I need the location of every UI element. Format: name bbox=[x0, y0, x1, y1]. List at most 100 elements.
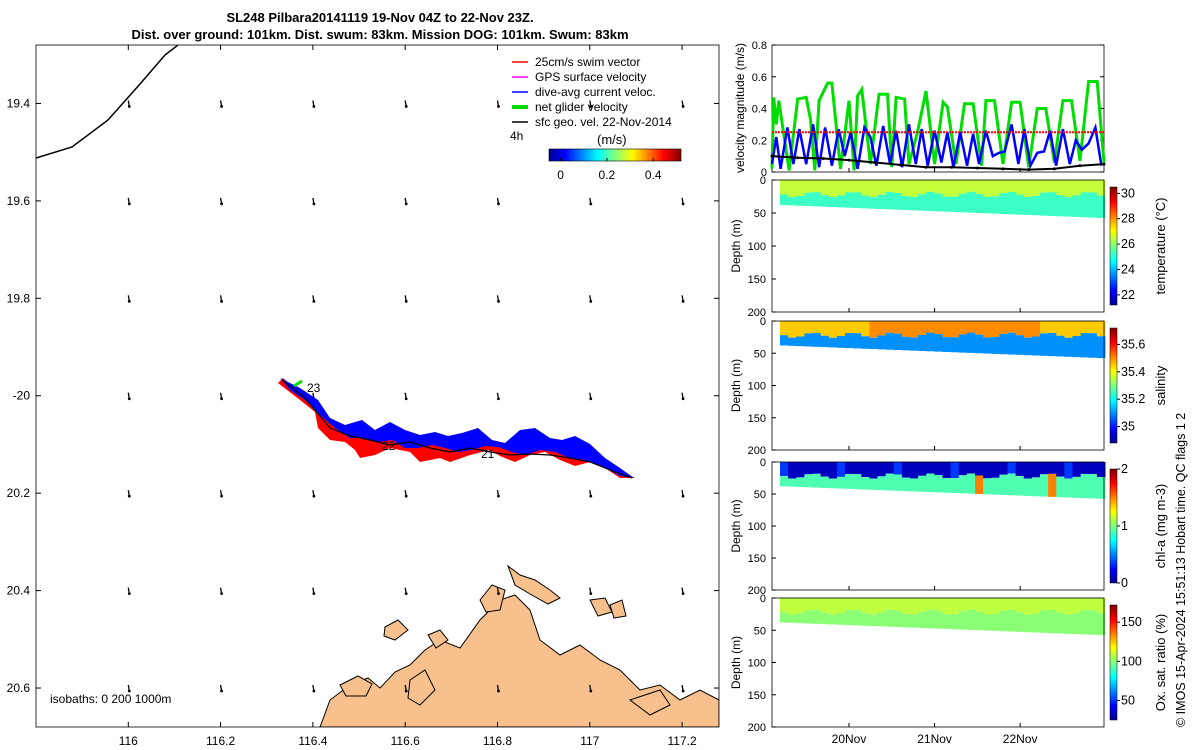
section-cell bbox=[893, 462, 903, 475]
section-cell bbox=[853, 321, 862, 334]
section-cell bbox=[958, 180, 968, 194]
section-cell bbox=[1056, 180, 1065, 196]
section-cell bbox=[991, 477, 1000, 495]
section-cell bbox=[828, 337, 838, 348]
section-cell bbox=[780, 612, 789, 623]
section-cell bbox=[983, 462, 992, 479]
cbar-tick-label: 0.4 bbox=[645, 168, 662, 182]
section-cell bbox=[861, 195, 870, 209]
section-cell bbox=[820, 462, 830, 477]
section-cell bbox=[999, 333, 1008, 355]
section-cell bbox=[1023, 180, 1033, 198]
section-cell bbox=[999, 180, 1008, 194]
section-cell bbox=[780, 194, 789, 206]
section-cell bbox=[934, 462, 943, 476]
section-cell bbox=[796, 180, 805, 196]
section-ytick-label: 0 bbox=[760, 593, 766, 605]
vel-ytick-label: 0.8 bbox=[752, 40, 767, 52]
section-cell bbox=[1015, 180, 1025, 195]
map-ytick-label: 20.4 bbox=[7, 584, 31, 598]
section-cell bbox=[1072, 476, 1082, 498]
section-cell bbox=[1064, 462, 1073, 479]
section-cell bbox=[1080, 598, 1090, 611]
section-cell bbox=[869, 180, 878, 198]
section-cell bbox=[1096, 180, 1106, 196]
section-cell bbox=[836, 180, 846, 196]
section-cell bbox=[780, 335, 789, 346]
section-cell bbox=[1080, 473, 1090, 499]
geo-arrow-head bbox=[127, 494, 131, 498]
section-cell bbox=[1015, 194, 1025, 215]
section-cell bbox=[885, 609, 895, 627]
section-cbar-tick-label: 35.4 bbox=[1121, 365, 1145, 379]
geo-vel-point bbox=[1078, 164, 1082, 168]
geo-arrow-head bbox=[312, 592, 316, 595]
section-ylabel: Depth (m) bbox=[729, 499, 743, 552]
geo-arrow-head bbox=[220, 105, 223, 108]
section-cell bbox=[942, 462, 952, 479]
geo-arrow-head bbox=[312, 202, 316, 206]
section-cell bbox=[1064, 598, 1073, 615]
section-ytick-label: 200 bbox=[748, 722, 766, 734]
section-cell bbox=[975, 334, 984, 354]
section-cell bbox=[1080, 333, 1090, 358]
section-cell bbox=[1040, 474, 1049, 497]
section-cell bbox=[983, 337, 992, 354]
section-cell bbox=[788, 180, 797, 198]
geo-arrow-head bbox=[127, 689, 131, 693]
section-cell bbox=[1015, 612, 1025, 632]
section-cell bbox=[885, 473, 895, 491]
section-cbar-label: Ox. sat. ratio (%) bbox=[1153, 614, 1168, 712]
section-cell bbox=[869, 478, 878, 490]
section-cell bbox=[1023, 321, 1033, 338]
section-cell bbox=[836, 613, 846, 625]
geo-arrow-head bbox=[681, 689, 685, 693]
section-cell bbox=[845, 473, 854, 489]
section-cell bbox=[788, 321, 797, 338]
section-cell bbox=[893, 192, 903, 210]
section-cbar-tick-label: 35.2 bbox=[1121, 392, 1145, 406]
section-cell bbox=[901, 321, 911, 337]
section-cell bbox=[910, 321, 919, 338]
geo-arrow-head bbox=[127, 397, 131, 401]
geo-vel-point bbox=[847, 158, 851, 162]
section-cell bbox=[910, 478, 919, 492]
geo-arrow-head bbox=[589, 592, 593, 595]
section-cell bbox=[991, 613, 1000, 631]
section-cell bbox=[1015, 335, 1025, 355]
section-cell bbox=[1023, 337, 1033, 356]
section-cell bbox=[1072, 321, 1082, 337]
section-cell bbox=[910, 337, 919, 351]
section-cell bbox=[1096, 613, 1106, 636]
section-cell bbox=[845, 333, 854, 349]
geo-arrow-head bbox=[497, 397, 500, 401]
section-cell bbox=[788, 197, 797, 206]
section-cell bbox=[991, 180, 1000, 197]
section-cbar-tick-label: 26 bbox=[1121, 237, 1135, 251]
section-cell bbox=[1096, 195, 1106, 218]
section-cell bbox=[966, 598, 976, 610]
section-cell bbox=[812, 180, 822, 193]
section-cell bbox=[999, 474, 1008, 495]
section-cell bbox=[999, 193, 1008, 214]
section-cell bbox=[853, 610, 862, 626]
section-cell bbox=[901, 336, 911, 351]
section-cell bbox=[901, 196, 911, 211]
section-cell bbox=[934, 598, 943, 612]
footer-credit: © IMOS 15-Apr-2024 15:51:13 Hobart time.… bbox=[1174, 413, 1188, 727]
section-cell bbox=[804, 321, 813, 334]
section-cell bbox=[999, 321, 1008, 334]
section-ylabel: Depth (m) bbox=[729, 636, 743, 689]
section-cell bbox=[1023, 462, 1033, 479]
section-cell bbox=[836, 462, 846, 477]
section-cell bbox=[950, 321, 960, 338]
geo-arrow-head bbox=[681, 397, 685, 401]
section-cell bbox=[1080, 462, 1090, 474]
geo-arrow-head bbox=[220, 299, 223, 303]
time-tick-label: 21Nov bbox=[917, 732, 952, 746]
section-cell bbox=[780, 598, 789, 613]
geo-arrow-head bbox=[312, 494, 316, 498]
time-tick-label: 22Nov bbox=[1003, 732, 1038, 746]
map-xtick-label: 116.2 bbox=[206, 734, 235, 748]
